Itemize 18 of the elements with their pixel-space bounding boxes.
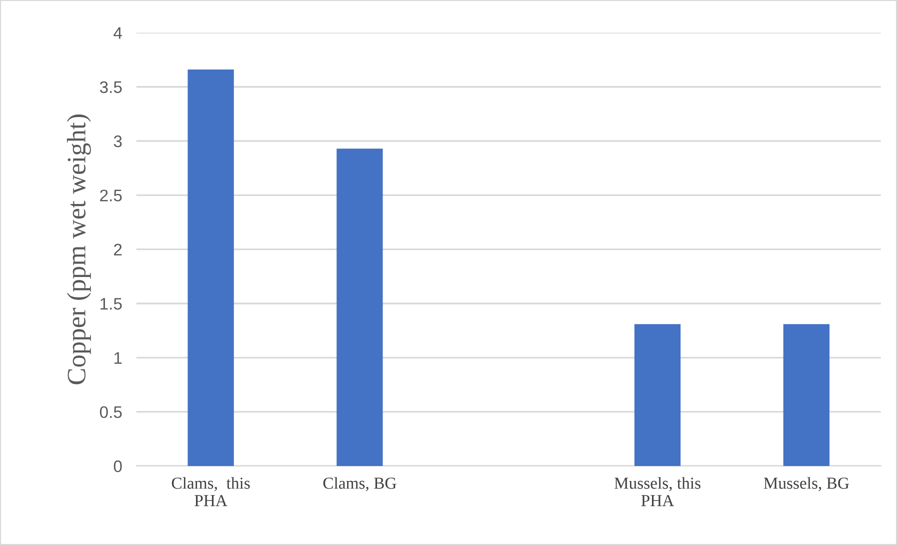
y-axis-title: Copper (ppm wet weight) [66, 114, 91, 384]
y-tick-label: 2.5 [100, 190, 122, 202]
x-tick-label: Mussels, this PHA [614, 477, 700, 506]
y-tick-label: 0.5 [100, 406, 122, 418]
y-tick-label: 0 [114, 460, 122, 472]
x-tick-label: Mussels, BG [764, 477, 849, 492]
bar [188, 70, 234, 466]
bar [634, 324, 681, 466]
y-tick-label: 3.5 [100, 81, 122, 94]
y-tick-label: 1 [114, 352, 122, 364]
bar [783, 324, 830, 466]
x-tick-label: Clams, this PHA [172, 477, 250, 506]
y-tick-label: 3 [114, 135, 122, 148]
y-tick-label: 1.5 [100, 298, 122, 310]
y-tick-label: 4 [114, 27, 122, 39]
x-tick-label: Clams, BG [323, 477, 396, 492]
bar [336, 148, 383, 466]
y-tick-label: 2 [114, 244, 122, 256]
